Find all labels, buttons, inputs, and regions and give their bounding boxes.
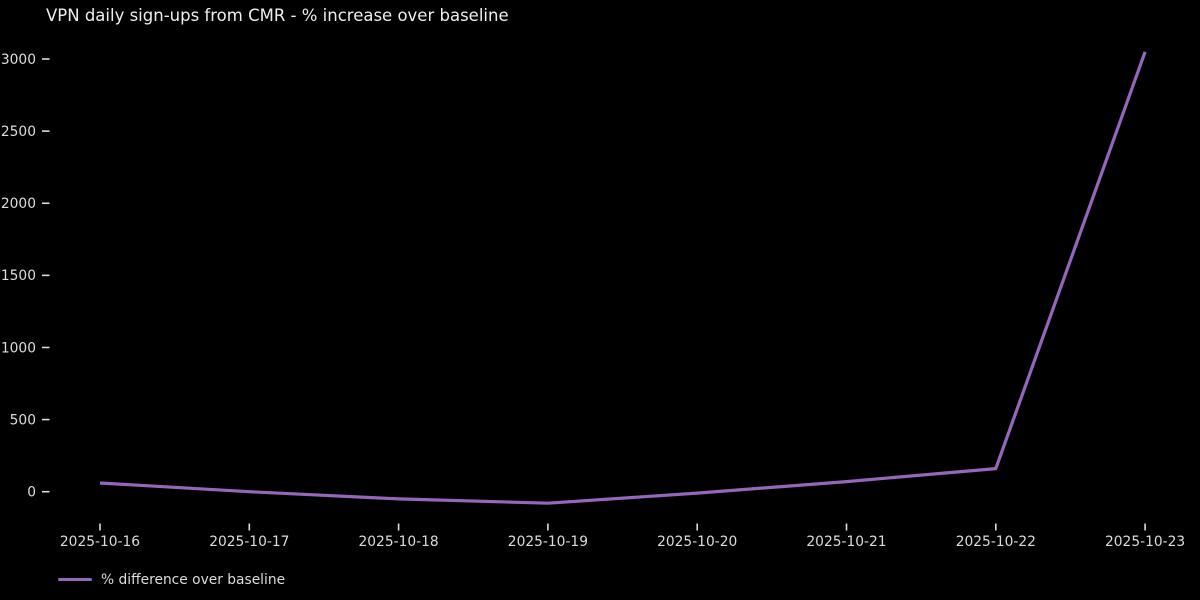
y-tick-label: 3000 — [1, 52, 36, 68]
x-tick-label: 2025-10-18 — [359, 534, 439, 550]
data-line — [99, 51, 1147, 505]
legend-line-swatch — [58, 578, 92, 581]
x-tick-label: 2025-10-23 — [1105, 534, 1185, 550]
legend-label: % difference over baseline — [101, 571, 286, 588]
y-tick-label: 500 — [10, 412, 36, 428]
y-tick-label: 1000 — [1, 340, 36, 356]
y-tick-label: 2000 — [1, 196, 36, 212]
x-tick-label: 2025-10-20 — [657, 534, 737, 550]
chart-title: VPN daily sign-ups from CMR - % increase… — [46, 6, 509, 25]
y-tick-label: 1500 — [1, 268, 36, 284]
x-tick-label: 2025-10-16 — [60, 534, 140, 550]
x-tick-label: 2025-10-19 — [508, 534, 588, 550]
legend: % difference over baseline — [58, 571, 285, 588]
y-tick-label: 2500 — [1, 124, 36, 140]
y-tick-label: 0 — [27, 485, 36, 501]
x-tick-label: 2025-10-17 — [209, 534, 289, 550]
x-tick-label: 2025-10-22 — [956, 534, 1036, 550]
x-tick-label: 2025-10-21 — [806, 534, 886, 550]
